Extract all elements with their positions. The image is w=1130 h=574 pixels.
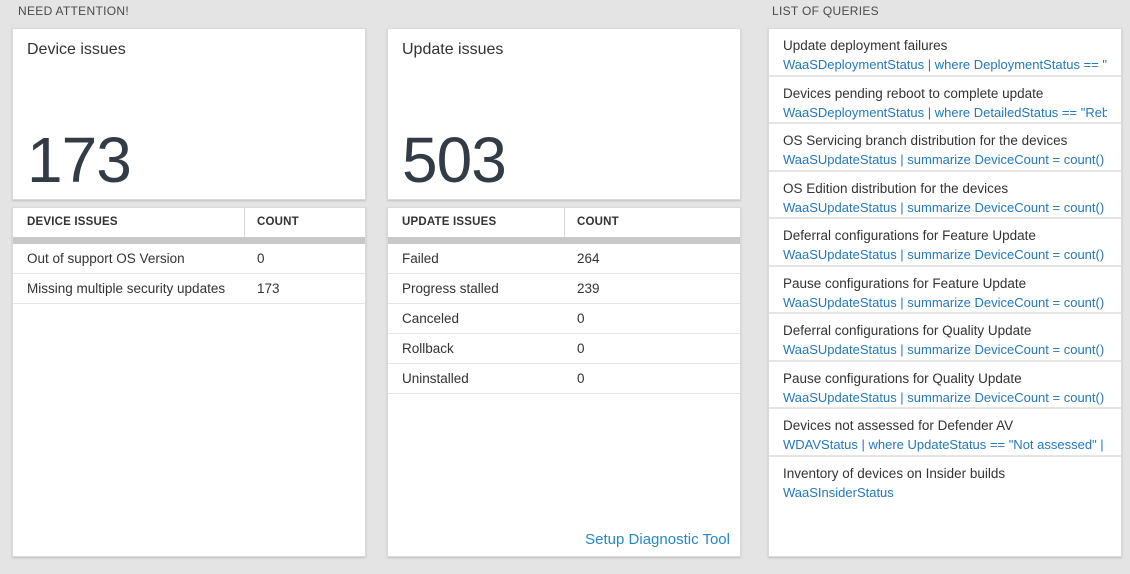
query-title: Devices pending reboot to complete updat… <box>783 85 1044 101</box>
need-attention-label: NEED ATTENTION! <box>18 4 129 18</box>
setup-diagnostic-tool-link[interactable]: Setup Diagnostic Tool <box>585 531 730 548</box>
query-code: WaaSInsiderStatus <box>783 484 894 500</box>
table-row[interactable]: Rollback 0 <box>388 334 740 364</box>
table-row[interactable]: Canceled 0 <box>388 304 740 334</box>
query-item[interactable]: Deferral configurations for Quality Upda… <box>769 314 1121 362</box>
update-issues-table-header: UPDATE ISSUES COUNT <box>388 208 740 237</box>
query-code: WaaSDeploymentStatus | where DetailedSta… <box>783 104 1107 120</box>
issue-label: Canceled <box>402 311 460 326</box>
query-item[interactable]: Deferral configurations for Feature Upda… <box>769 219 1121 267</box>
query-title: Deferral configurations for Feature Upda… <box>783 228 1036 243</box>
table-row[interactable]: Failed 264 <box>388 244 740 274</box>
device-issues-table-card: DEVICE ISSUES COUNT Out of support OS Ve… <box>12 207 366 557</box>
update-issues-title: Update issues <box>402 41 504 58</box>
query-title: OS Edition distribution for the devices <box>783 180 1009 196</box>
column-header-device-issues: DEVICE ISSUES <box>13 208 245 237</box>
table-row[interactable]: Progress stalled 239 <box>388 274 740 304</box>
update-issues-count-number: 503 <box>402 124 507 196</box>
issue-count: 0 <box>577 341 585 356</box>
query-item[interactable]: Update deployment failures WaaSDeploymen… <box>769 29 1121 77</box>
query-code: WaaSUpdateStatus | summarize DeviceCount… <box>783 342 1107 357</box>
issue-label: Rollback <box>402 341 454 356</box>
query-item[interactable]: Pause configurations for Quality Update … <box>769 362 1121 409</box>
query-code: WaaSUpdateStatus | summarize DeviceCount… <box>783 152 1107 167</box>
table-row[interactable]: Uninstalled 0 <box>388 364 740 394</box>
device-issues-title: Device issues <box>27 41 126 58</box>
query-code: WaaSUpdateStatus | summarize DeviceCount… <box>783 389 1107 405</box>
list-of-queries-label: LIST OF QUERIES <box>772 4 879 18</box>
device-issues-tile[interactable]: Device issues 173 <box>12 28 366 200</box>
query-title: Update deployment failures <box>783 38 948 53</box>
query-title: Pause configurations for Quality Update <box>783 370 1022 386</box>
issue-label: Out of support OS Version <box>27 251 185 266</box>
query-title: Devices not assessed for Defender AV <box>783 418 1014 433</box>
column-header-count: COUNT <box>257 216 299 228</box>
query-code: WaaSUpdateStatus | summarize DeviceCount… <box>783 199 1107 215</box>
issue-label: Progress stalled <box>402 281 499 296</box>
table-row[interactable]: Out of support OS Version 0 <box>13 244 365 274</box>
update-issues-tile[interactable]: Update issues 503 <box>387 28 741 200</box>
query-title: Pause configurations for Feature Update <box>783 275 1027 291</box>
issue-label: Uninstalled <box>402 371 469 386</box>
query-item[interactable]: Pause configurations for Feature Update … <box>769 267 1121 314</box>
query-title: Inventory of devices on Insider builds <box>783 465 1006 481</box>
query-code: WaaSUpdateStatus | summarize DeviceCount… <box>783 247 1107 262</box>
issue-label: Failed <box>402 251 439 266</box>
query-code: WDAVStatus | where UpdateStatus == "Not … <box>783 437 1107 452</box>
issue-count: 0 <box>577 311 585 326</box>
query-code: WaaSDeploymentStatus | where DeploymentS… <box>783 57 1107 72</box>
issue-count: 0 <box>577 371 585 386</box>
query-item[interactable]: Devices not assessed for Defender AV WDA… <box>769 409 1121 457</box>
query-item[interactable]: OS Edition distribution for the devices … <box>769 172 1121 219</box>
query-item[interactable]: Devices pending reboot to complete updat… <box>769 77 1121 124</box>
query-title: OS Servicing branch distribution for the… <box>783 133 1068 148</box>
device-issues-count-number: 173 <box>27 124 132 196</box>
table-scrollband <box>13 237 365 244</box>
query-code: WaaSUpdateStatus | summarize DeviceCount… <box>783 294 1107 310</box>
issue-count: 173 <box>257 281 280 296</box>
issue-count: 264 <box>577 251 600 266</box>
issue-count: 239 <box>577 281 600 296</box>
column-header-count: COUNT <box>577 216 619 228</box>
query-title: Deferral configurations for Quality Upda… <box>783 323 1032 338</box>
device-issues-table-header: DEVICE ISSUES COUNT <box>13 208 365 237</box>
table-row[interactable]: Missing multiple security updates 173 <box>13 274 365 304</box>
column-header-update-issues: UPDATE ISSUES <box>388 208 565 237</box>
query-item[interactable]: OS Servicing branch distribution for the… <box>769 124 1121 172</box>
issue-count: 0 <box>257 251 265 266</box>
table-scrollband <box>388 237 740 244</box>
issue-label: Missing multiple security updates <box>27 281 226 296</box>
update-issues-table-card: UPDATE ISSUES COUNT Failed 264 Progress … <box>387 207 741 557</box>
list-of-queries-panel: Update deployment failures WaaSDeploymen… <box>768 28 1122 557</box>
query-item[interactable]: Inventory of devices on Insider builds W… <box>769 457 1121 505</box>
